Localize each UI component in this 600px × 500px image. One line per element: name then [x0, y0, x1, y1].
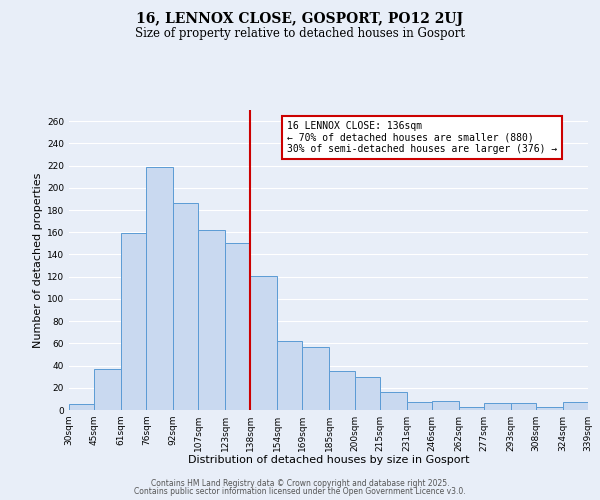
Bar	[563, 402, 588, 410]
X-axis label: Distribution of detached houses by size in Gosport: Distribution of detached houses by size …	[188, 456, 469, 466]
Text: Contains public sector information licensed under the Open Government Licence v3: Contains public sector information licen…	[134, 487, 466, 496]
Bar	[94, 369, 121, 410]
Bar	[536, 406, 563, 410]
Text: Size of property relative to detached houses in Gosport: Size of property relative to detached ho…	[135, 28, 465, 40]
Bar	[380, 392, 407, 410]
Bar	[407, 402, 432, 410]
Text: Contains HM Land Registry data © Crown copyright and database right 2025.: Contains HM Land Registry data © Crown c…	[151, 478, 449, 488]
Bar	[69, 404, 94, 410]
Bar	[458, 406, 484, 410]
Bar	[329, 371, 355, 410]
Bar	[225, 244, 250, 410]
Text: 16 LENNOX CLOSE: 136sqm
← 70% of detached houses are smaller (880)
30% of semi-d: 16 LENNOX CLOSE: 136sqm ← 70% of detache…	[287, 121, 557, 154]
Bar	[173, 204, 199, 410]
Bar	[355, 376, 380, 410]
Bar	[302, 346, 329, 410]
Y-axis label: Number of detached properties: Number of detached properties	[33, 172, 43, 348]
Bar	[432, 401, 458, 410]
Bar	[121, 234, 146, 410]
Bar	[484, 404, 511, 410]
Bar	[250, 276, 277, 410]
Bar	[511, 404, 536, 410]
Text: 16, LENNOX CLOSE, GOSPORT, PO12 2UJ: 16, LENNOX CLOSE, GOSPORT, PO12 2UJ	[136, 12, 464, 26]
Bar	[199, 230, 225, 410]
Bar	[277, 341, 302, 410]
Bar	[146, 166, 173, 410]
